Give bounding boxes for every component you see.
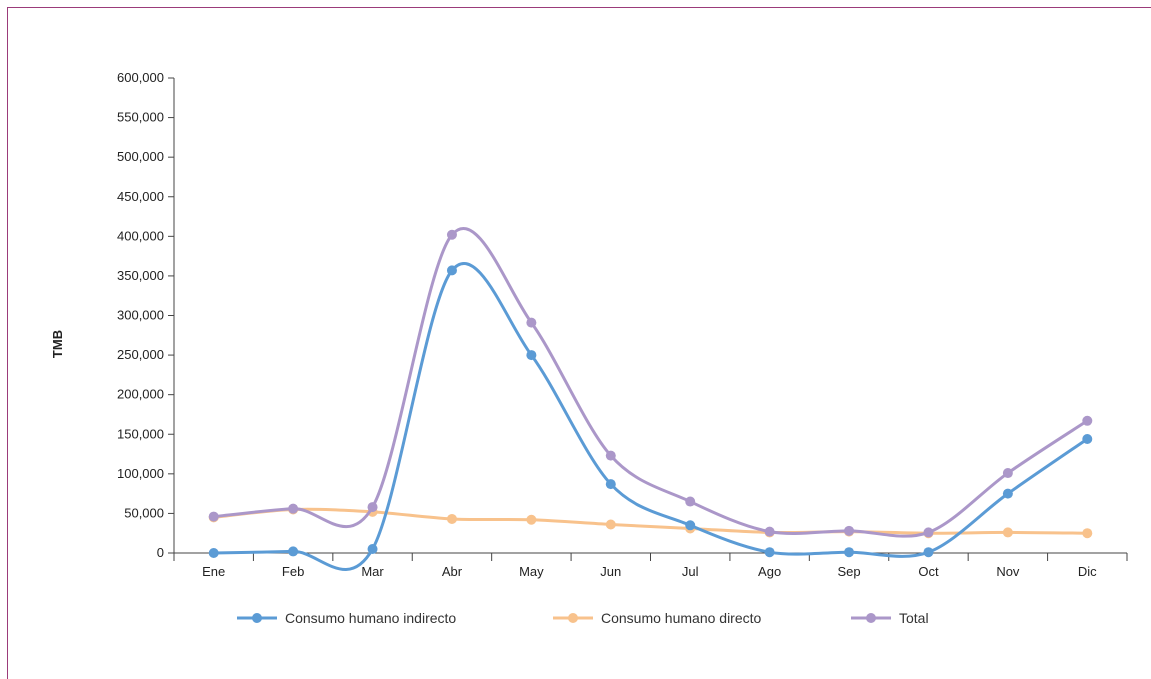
y-tick-label: 0 <box>157 545 164 560</box>
data-point <box>367 544 378 555</box>
data-point <box>446 513 457 524</box>
data-point <box>208 548 219 558</box>
data-point <box>923 527 934 538</box>
data-point <box>526 317 537 328</box>
data-point <box>208 511 219 522</box>
data-point <box>764 547 775 558</box>
legend-label: Consumo humano indirecto <box>285 610 456 626</box>
y-tick-label: 500,000 <box>117 149 164 164</box>
x-tick-label: Oct <box>918 564 939 579</box>
data-point <box>446 229 457 240</box>
legend-label: Total <box>899 610 929 626</box>
series-line <box>213 226 1089 538</box>
y-tick-label: 550,000 <box>117 110 164 125</box>
y-tick-label: 350,000 <box>117 268 164 283</box>
legend-marker <box>866 613 876 623</box>
x-tick-label: Feb <box>282 564 304 579</box>
legend-item: Total <box>851 610 929 626</box>
y-tick-label: 150,000 <box>117 426 164 441</box>
y-tick-label: 300,000 <box>117 308 164 323</box>
x-tick-label: Nov <box>996 564 1020 579</box>
data-point <box>685 496 696 507</box>
data-point <box>288 546 299 557</box>
legend-item: Consumo humano directo <box>553 610 762 626</box>
data-point <box>1002 527 1013 538</box>
data-point <box>1002 468 1013 479</box>
data-point <box>1082 434 1093 444</box>
series-0 <box>208 262 1093 571</box>
data-point <box>1082 528 1093 539</box>
y-tick-label: 400,000 <box>117 228 164 243</box>
legend-marker <box>568 613 578 623</box>
series-2 <box>208 226 1093 538</box>
x-tick-label: Jun <box>600 564 621 579</box>
data-point <box>446 265 457 276</box>
data-point <box>605 479 616 490</box>
series-line <box>213 262 1089 571</box>
data-point <box>288 503 299 514</box>
x-tick-label: Abr <box>442 564 463 579</box>
y-tick-label: 250,000 <box>117 347 164 362</box>
data-point <box>1082 415 1093 426</box>
x-tick-label: May <box>519 564 544 579</box>
y-tick-label: 200,000 <box>117 387 164 402</box>
y-tick-label: 450,000 <box>117 189 164 204</box>
data-point <box>526 514 537 525</box>
x-tick-label: Jul <box>682 564 699 579</box>
data-point <box>526 350 537 361</box>
legend-item: Consumo humano indirecto <box>237 610 456 626</box>
data-point <box>764 526 775 537</box>
data-point <box>1002 488 1013 499</box>
series-line <box>213 507 1088 535</box>
data-point <box>605 450 616 461</box>
data-point <box>844 525 855 536</box>
x-tick-label: Ene <box>202 564 225 579</box>
x-tick-label: Ago <box>758 564 781 579</box>
x-tick-label: Dic <box>1078 564 1097 579</box>
y-axis-title: TMB <box>50 330 65 358</box>
x-tick-label: Sep <box>837 564 860 579</box>
data-point <box>367 502 378 513</box>
data-point <box>605 519 616 530</box>
legend-label: Consumo humano directo <box>601 610 762 626</box>
x-tick-label: Mar <box>361 564 384 579</box>
y-tick-label: 600,000 <box>117 70 164 85</box>
chart-frame <box>7 7 1151 679</box>
data-point <box>685 520 696 531</box>
data-point <box>844 547 855 558</box>
y-tick-label: 50,000 <box>124 505 164 520</box>
y-tick-label: 100,000 <box>117 466 164 481</box>
data-point <box>923 547 934 558</box>
legend-marker <box>252 613 262 623</box>
